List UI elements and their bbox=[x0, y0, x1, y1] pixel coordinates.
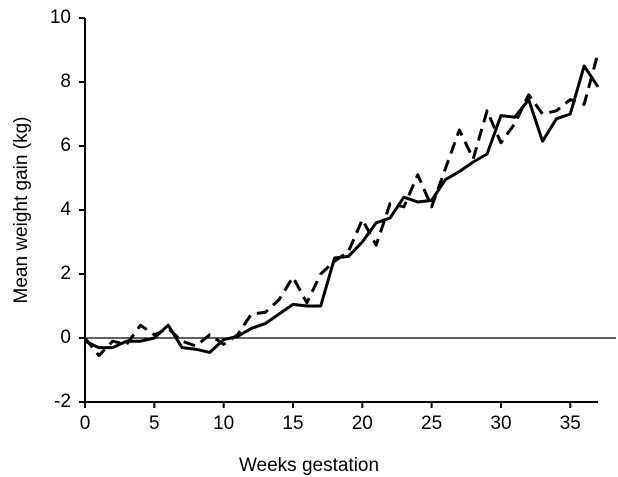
x-tick-label: 35 bbox=[560, 413, 581, 434]
y-tick-label: 2 bbox=[60, 263, 71, 284]
y-tick-label: 0 bbox=[60, 327, 71, 348]
x-tick-label: 20 bbox=[352, 413, 373, 434]
x-tick-label: 10 bbox=[213, 413, 234, 434]
x-tick-label: 0 bbox=[80, 413, 91, 434]
x-tick-label: 25 bbox=[421, 413, 442, 434]
y-tick-label: 8 bbox=[60, 71, 71, 92]
y-tick-label: -2 bbox=[54, 391, 71, 412]
x-tick-label: 15 bbox=[282, 413, 303, 434]
x-axis-label: Weeks gestation bbox=[239, 455, 379, 476]
x-tick-label: 30 bbox=[490, 413, 511, 434]
y-tick-label: 6 bbox=[60, 135, 71, 156]
y-axis-label: Mean weight gain (kg) bbox=[11, 117, 32, 304]
series-line bbox=[83, 52, 600, 358]
y-tick-label: 10 bbox=[50, 7, 71, 28]
y-tick-label: 4 bbox=[60, 199, 71, 220]
x-tick-label: 5 bbox=[149, 413, 160, 434]
